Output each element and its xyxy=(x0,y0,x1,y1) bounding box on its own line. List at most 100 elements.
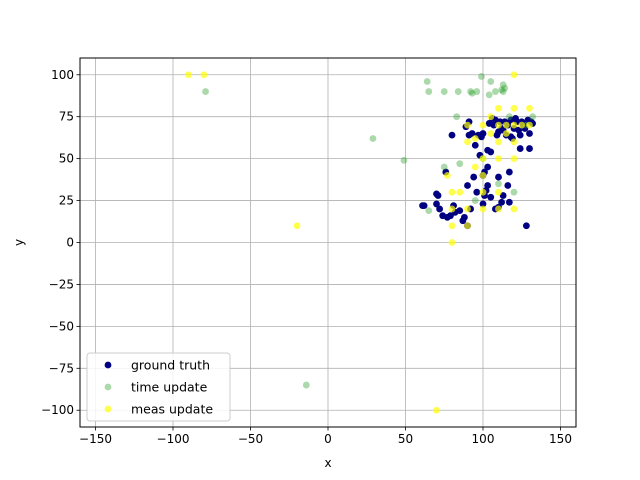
x-tick-label: 100 xyxy=(472,432,495,446)
meas-update-point xyxy=(502,130,510,137)
y-tick-label: −25 xyxy=(49,277,74,291)
time-update-point xyxy=(468,89,476,97)
time-update-point xyxy=(456,160,464,168)
meas-update-point xyxy=(502,121,510,129)
ground-truth-point xyxy=(516,131,524,139)
time-update-point xyxy=(369,135,377,142)
time-update-point xyxy=(400,156,408,164)
ground-truth-point xyxy=(470,173,478,181)
meas-update-point xyxy=(200,71,208,79)
ground-truth-point xyxy=(464,182,471,189)
x-tick-label: 150 xyxy=(549,432,572,446)
ground-truth-point xyxy=(505,168,513,176)
ground-truth-point xyxy=(487,193,495,201)
y-tick-label: −75 xyxy=(49,361,74,375)
ground-truth-point xyxy=(448,131,456,139)
legend-marker-time-update xyxy=(104,383,112,391)
meas-update-point xyxy=(510,104,518,112)
ground-truth-point xyxy=(495,173,502,181)
data-points xyxy=(185,71,536,414)
meas-update-point xyxy=(448,239,456,246)
meas-update-point xyxy=(479,172,487,179)
meas-update-point xyxy=(456,188,464,196)
ground-truth-point xyxy=(436,205,443,213)
y-tick-label: 25 xyxy=(59,194,74,208)
y-tick-label: −50 xyxy=(49,319,74,333)
ground-truth-point xyxy=(498,198,505,206)
time-update-point xyxy=(425,88,433,95)
time-update-point xyxy=(453,113,461,121)
meas-update-point xyxy=(443,172,451,179)
y-tick-label: 50 xyxy=(59,152,74,166)
time-update-point xyxy=(302,381,310,389)
meas-update-point xyxy=(510,71,518,79)
meas-update-point xyxy=(471,135,479,142)
meas-update-point xyxy=(510,205,518,213)
ground-truth-point xyxy=(433,200,440,208)
meas-update-point xyxy=(495,104,502,112)
meas-update-point xyxy=(510,138,518,146)
legend-marker-ground-truth xyxy=(104,361,112,369)
meas-update-point xyxy=(464,205,471,213)
y-axis-label: y xyxy=(12,239,26,246)
time-update-point xyxy=(510,188,518,196)
time-update-point xyxy=(202,88,209,95)
meas-update-point xyxy=(479,205,487,213)
legend-label-meas-update: meas update xyxy=(131,402,213,417)
meas-update-point xyxy=(433,406,440,414)
time-update-point xyxy=(529,113,536,121)
time-update-point xyxy=(425,207,433,215)
meas-update-point xyxy=(495,138,502,146)
time-update-point xyxy=(495,180,502,188)
legend-label-time-update: time update xyxy=(131,380,208,395)
meas-update-point xyxy=(495,155,502,163)
time-update-point xyxy=(501,84,509,92)
ground-truth-point xyxy=(516,145,524,152)
time-update-point xyxy=(454,88,462,95)
ground-truth-point xyxy=(479,130,487,137)
y-tick-label: 0 xyxy=(66,236,74,250)
y-tick-label: 75 xyxy=(59,110,74,124)
meas-update-point xyxy=(479,155,487,163)
meas-update-point xyxy=(526,104,533,112)
ground-truth-point xyxy=(526,130,533,137)
meas-update-point xyxy=(510,121,518,129)
ground-truth-point xyxy=(504,182,512,189)
x-tick-label: −100 xyxy=(157,432,190,446)
axis-ticks: −150 −100 −50 0 50 100 150 −100 −75 −50 −25 0 25 50 75… xyxy=(41,68,572,446)
meas-update-point xyxy=(487,130,495,137)
x-tick-label: −150 xyxy=(79,432,112,446)
ground-truth-point xyxy=(473,188,481,196)
legend-marker-meas-update xyxy=(104,405,112,413)
legend-box xyxy=(86,352,231,422)
ground-truth-point xyxy=(456,207,464,215)
legend: ground truth time update meas update xyxy=(86,352,231,422)
y-tick-label: 100 xyxy=(51,68,74,82)
meas-update-point xyxy=(448,205,456,213)
meas-update-point xyxy=(495,188,502,196)
time-update-point xyxy=(499,81,507,89)
y-tick-label: −100 xyxy=(41,403,74,417)
x-tick-label: 0 xyxy=(324,432,332,446)
ground-truth-point xyxy=(487,148,495,156)
time-update-point xyxy=(440,163,448,171)
x-axis-label: x xyxy=(324,456,331,470)
meas-update-point xyxy=(464,121,471,129)
legend-label-ground-truth: ground truth xyxy=(131,358,210,373)
time-update-point xyxy=(499,88,507,95)
ground-truth-point xyxy=(484,182,492,189)
time-update-point xyxy=(478,73,485,80)
meas-update-point xyxy=(471,163,479,171)
time-update-point xyxy=(423,78,431,85)
ground-truth-point xyxy=(468,130,476,137)
ground-truth-point xyxy=(434,192,442,199)
ground-truth-point xyxy=(484,163,492,171)
time-update-point xyxy=(473,88,481,95)
meas-update-point xyxy=(487,113,495,121)
ground-truth-point xyxy=(479,200,487,208)
meas-update-point xyxy=(448,188,456,196)
time-update-point xyxy=(498,86,505,94)
grid-lines xyxy=(80,58,576,427)
meas-update-point xyxy=(464,138,471,146)
